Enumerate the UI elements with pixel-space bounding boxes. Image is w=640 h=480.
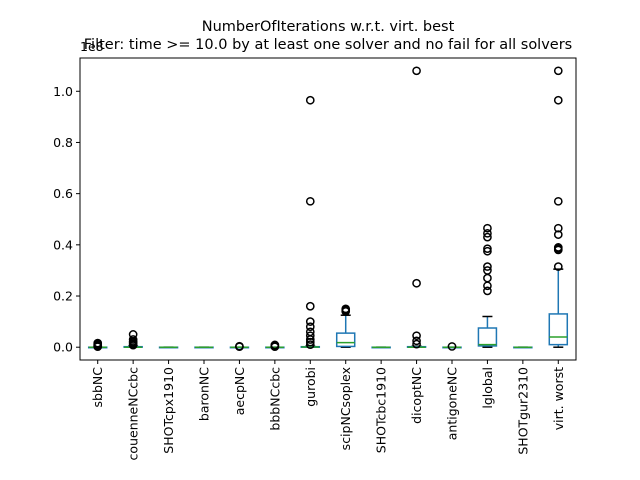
flier-point: [305, 340, 315, 349]
flier-point: [483, 262, 492, 271]
flier-point: [483, 228, 492, 238]
flier-point: [412, 66, 421, 76]
flier-point: [305, 196, 315, 206]
flier-point: [305, 317, 315, 326]
flier-point: [305, 301, 315, 311]
flier-point: [483, 244, 492, 254]
flier-point: [483, 232, 492, 242]
chart-title: NumberOfIterations w.r.t. virt. best: [202, 19, 455, 35]
flier-point: [447, 342, 457, 351]
x-tick-label: baronNC: [197, 367, 212, 421]
y-tick-label: 0.8: [53, 135, 73, 150]
flier-point: [483, 286, 492, 296]
x-tick-label: bbbNCcbc: [267, 367, 282, 431]
y-tick-label: 0.4: [53, 237, 73, 252]
plot-frame: [79, 57, 577, 361]
flier-point: [483, 223, 492, 233]
flier-point: [305, 327, 315, 337]
y-tick-label: 0.2: [53, 289, 73, 304]
x-tick-label: antigoneNC: [445, 367, 460, 441]
flier-point: [412, 336, 421, 346]
x-tick-label: SHOTcbc1910: [374, 367, 389, 453]
flier-point: [235, 341, 244, 351]
flier-point: [553, 230, 563, 239]
x-tick-label: gurobi: [303, 367, 318, 407]
y-tick-label: 1.0: [53, 84, 73, 99]
chart-subtitle: Filter: time >= 10.0 by at least one sol…: [84, 37, 572, 53]
flier-point: [305, 322, 315, 332]
flier-point: [305, 337, 315, 347]
y-tick-label: 0.6: [53, 186, 73, 201]
box: [335, 332, 356, 348]
x-tick-label: scipNCsoplex: [338, 367, 353, 450]
x-tick-label: SHOTcpx1910: [161, 367, 176, 454]
flier-point: [93, 338, 103, 348]
y-axis-offset-label: 1e8: [80, 39, 104, 54]
flier-point: [412, 278, 421, 288]
x-tick-label: SHOTgur2310: [515, 367, 530, 455]
flier-point: [553, 196, 563, 206]
x-tick-label: sbbNC: [90, 367, 105, 408]
flier-point: [483, 246, 492, 256]
x-tick-label: virt. worst: [551, 367, 566, 430]
flier-point: [412, 331, 421, 341]
flier-point: [128, 335, 138, 344]
flier-point: [553, 66, 563, 76]
box: [548, 313, 569, 346]
plot-area: 0.0 0.2 0.4 0.6 0.8 1.0 sbbNC couenneNCcbc SHOTc…: [53, 66, 569, 461]
flier-point: [305, 331, 315, 341]
flier-point: [305, 95, 315, 105]
flier-point: [553, 243, 563, 252]
flier-point: [128, 330, 138, 339]
x-tick-label: aecpNC: [232, 367, 247, 416]
flier-point: [412, 339, 421, 349]
box: [477, 327, 498, 347]
flier-point: [553, 223, 563, 233]
y-tick-label: 0.0: [53, 340, 73, 355]
x-tick-label: lglobal: [480, 367, 495, 409]
flier-point: [483, 266, 492, 275]
flier-point: [553, 95, 563, 105]
x-tick-label: dicoptNC: [409, 367, 424, 424]
flier-point: [341, 304, 351, 314]
flier-point: [553, 262, 563, 271]
x-tick-label: couenneNCcbc: [126, 367, 141, 461]
flier-point: [270, 340, 280, 350]
